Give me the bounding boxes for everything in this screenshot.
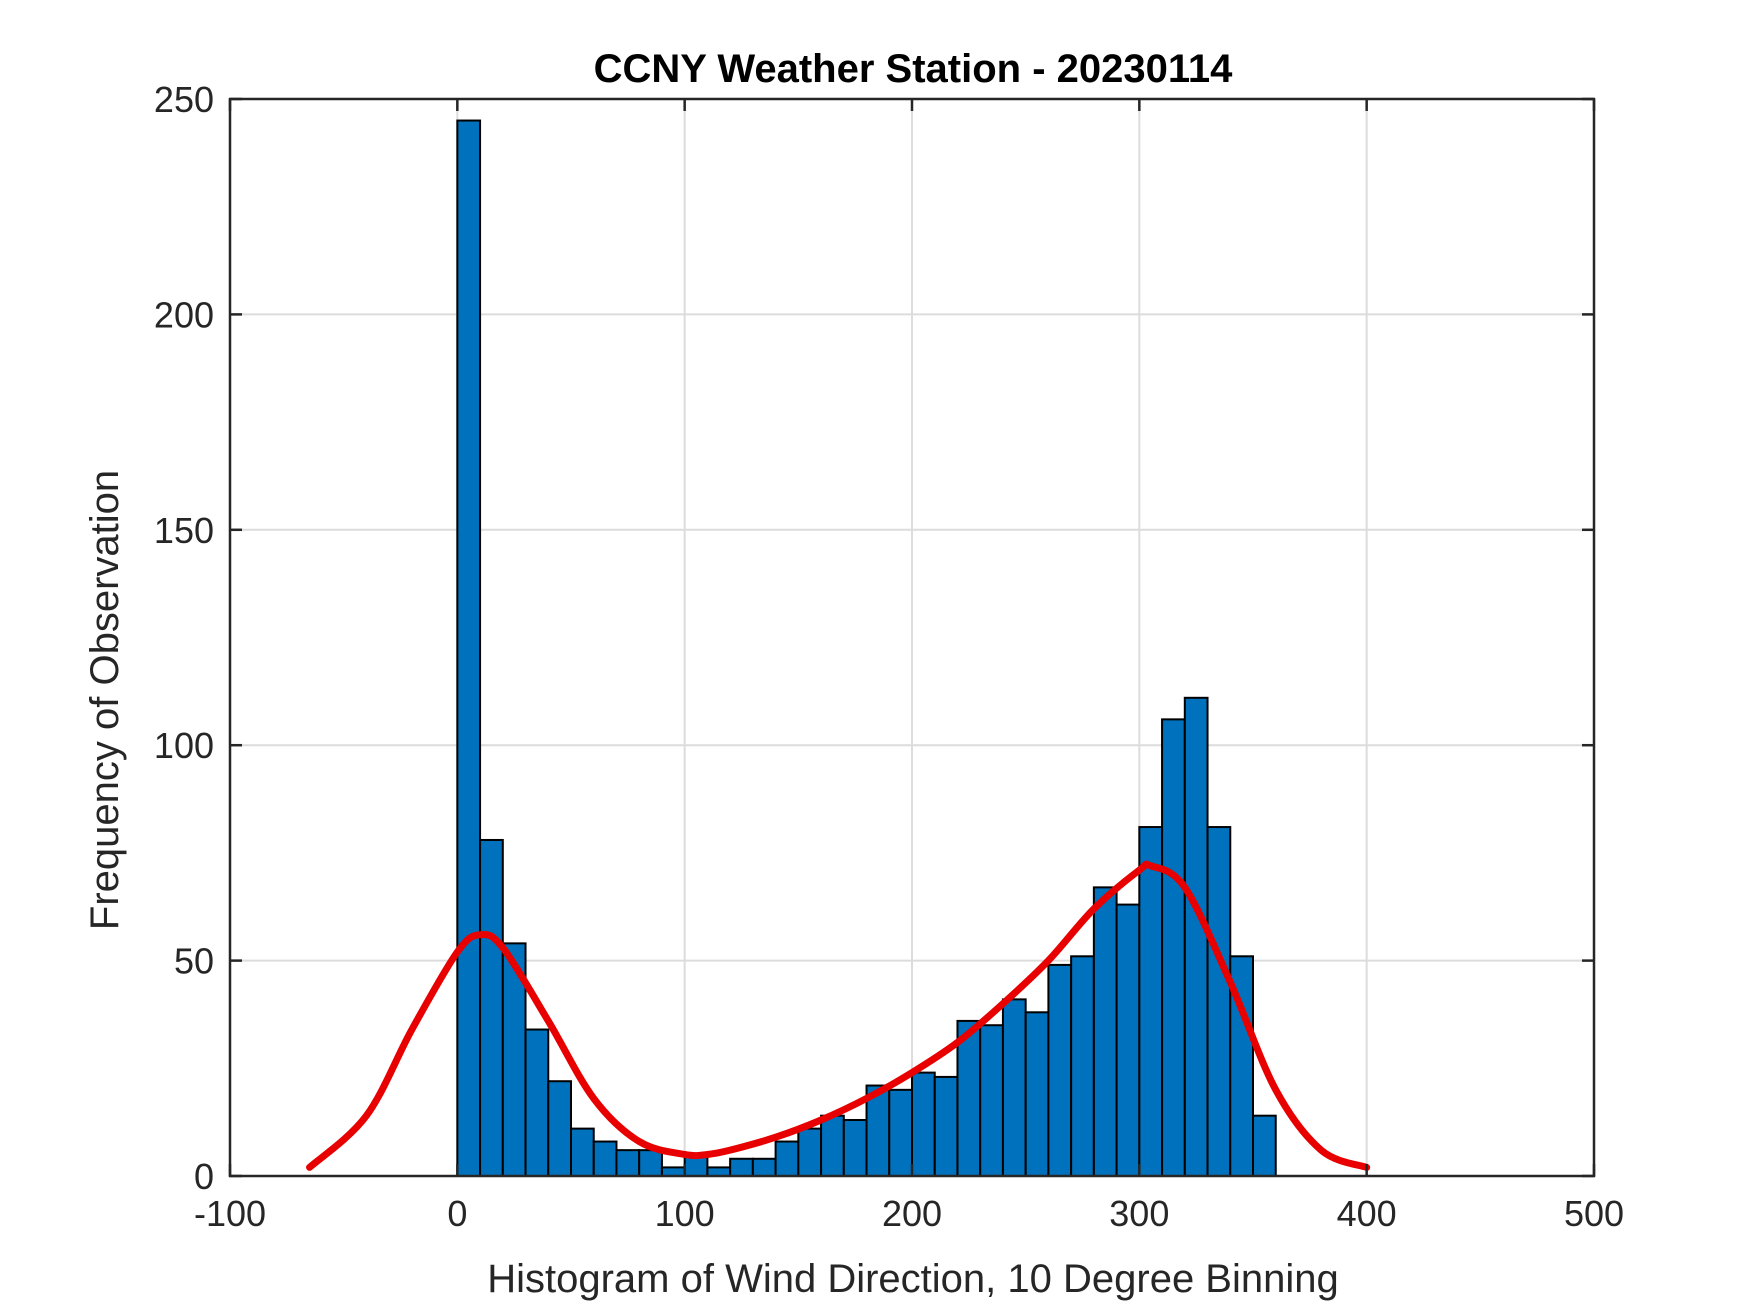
grid-lines — [230, 99, 1594, 1176]
x-tick-label: 0 — [447, 1193, 467, 1234]
histogram-bar — [570, 1127, 595, 1178]
histogram-bar — [774, 1140, 800, 1178]
x-tick-label: 500 — [1564, 1193, 1624, 1234]
histogram-bar — [751, 1157, 777, 1177]
axis-ticks — [228, 97, 1596, 1178]
y-axis-label: Frequency of Observation — [83, 470, 127, 930]
histogram-bar — [660, 1166, 686, 1178]
y-tick-label: 0 — [194, 1156, 214, 1197]
histogram-bar — [1161, 718, 1186, 1177]
x-tick-label: 200 — [882, 1193, 942, 1234]
histogram-bar — [524, 1028, 550, 1177]
histogram-bar — [842, 1118, 868, 1177]
x-tick-labels: -100 0 100 200 300 400 500 — [194, 1193, 1624, 1234]
histogram-bar — [797, 1127, 823, 1178]
chart-title: CCNY Weather Station - 20230114 — [594, 47, 1234, 91]
histogram-bar — [888, 1088, 913, 1177]
histogram-bar — [456, 119, 482, 1177]
histogram-bar — [479, 838, 504, 1177]
histogram-bar — [1024, 1011, 1050, 1178]
histogram-bar — [729, 1157, 754, 1177]
histogram-bar — [592, 1140, 618, 1178]
y-tick-label: 250 — [154, 79, 214, 120]
x-tick-label: 300 — [1109, 1193, 1169, 1234]
histogram-bars — [456, 119, 1277, 1178]
y-tick-label: 100 — [154, 725, 214, 766]
histogram-bar — [1047, 963, 1073, 1178]
histogram-bar — [933, 1075, 959, 1178]
histogram-bar — [1138, 826, 1164, 1177]
histogram-bar — [706, 1166, 732, 1178]
histogram-bar — [979, 1024, 1004, 1177]
histogram-bar — [638, 1149, 663, 1177]
histogram-bar — [1183, 696, 1209, 1177]
histogram-bar — [1115, 903, 1141, 1177]
y-tick-label: 200 — [154, 294, 214, 335]
histogram-bar — [1206, 826, 1232, 1177]
x-tick-label: 400 — [1337, 1193, 1397, 1234]
histogram-bar — [1092, 886, 1118, 1177]
fit-curve-layer — [306, 860, 1371, 1171]
fit-curve-line — [306, 860, 1371, 1171]
histogram-bar — [547, 1080, 572, 1177]
histogram-bar — [820, 1114, 845, 1177]
histogram-bar — [1252, 1114, 1277, 1177]
histogram-bar — [1001, 998, 1027, 1178]
y-tick-label: 150 — [154, 510, 214, 551]
x-tick-label: -100 — [194, 1193, 266, 1234]
histogram-bar — [911, 1071, 936, 1178]
y-tick-labels: 0 50 100 150 200 250 — [154, 79, 214, 1197]
histogram-bar — [615, 1149, 641, 1177]
x-tick-label: 100 — [655, 1193, 715, 1234]
x-axis-label: Histogram of Wind Direction, 10 Degree B… — [487, 1257, 1339, 1301]
y-tick-label: 50 — [174, 941, 214, 982]
histogram-bar — [1070, 955, 1095, 1177]
